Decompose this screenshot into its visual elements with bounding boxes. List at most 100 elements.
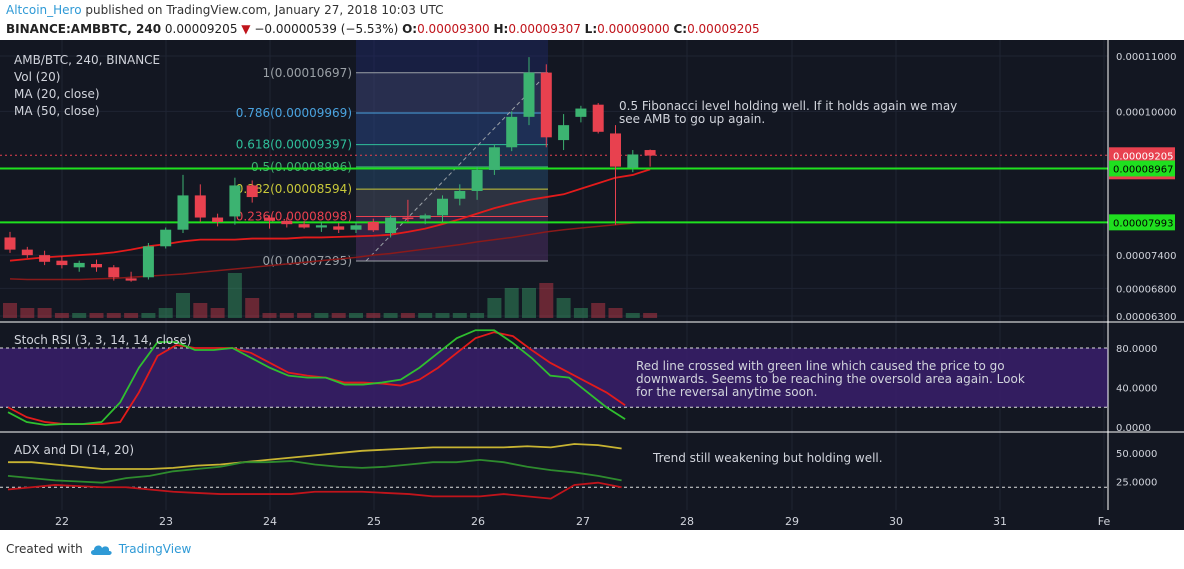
candle-body: [350, 225, 362, 230]
candle-body: [333, 226, 345, 230]
di-minus-line: [7, 481, 622, 500]
candle-body: [160, 229, 172, 247]
fib-level-label: 1(0.00010697): [262, 66, 352, 80]
legend-symbol: AMB/BTC, 240, BINANCE: [14, 53, 160, 67]
close-label: C:: [673, 22, 688, 36]
volume-bar: [470, 313, 485, 318]
fib-level-label: 0(0.00007295): [262, 254, 352, 268]
fib-level-label: 0.786(0.00009969): [236, 106, 352, 120]
fib-level-label: 0.618(0.00009397): [236, 138, 352, 152]
volume-bar: [210, 308, 225, 318]
author-link[interactable]: Altcoin_Hero: [6, 3, 82, 17]
time-tick-label: 30: [889, 515, 903, 528]
volume-bar: [3, 303, 17, 318]
open-value: 0.00009300: [417, 22, 490, 36]
chart-canvas[interactable]: 1(0.00010697) 0.786(0.00009969) 0.618(0.00…: [0, 40, 1184, 530]
candle-body: [558, 125, 570, 141]
price-tick-label: 0.00011000: [1116, 52, 1176, 63]
candle-body: [644, 150, 656, 156]
candle-body: [454, 190, 466, 199]
axes: 22 23 24 25 26 27 28 29 30 31 Fe 0.00011000 0.000100…: [0, 40, 1184, 528]
ma20-line: [9, 168, 651, 262]
volume-bar: [522, 288, 536, 318]
time-tick-label: 31: [993, 515, 1007, 528]
stoch-d-line: [7, 329, 626, 426]
legend-volume: Vol (20): [14, 70, 60, 84]
price-tick-label: 0.00007400: [1116, 251, 1176, 262]
price-tick-label: 0.00006300: [1116, 312, 1176, 323]
volume-bar: [89, 313, 104, 318]
candle-body: [437, 198, 448, 216]
candle-body: [488, 147, 500, 170]
volume-bar: [400, 313, 415, 318]
candle-body: [108, 267, 120, 278]
price-pane[interactable]: 1(0.00010697) 0.786(0.00009969) 0.618(0.00…: [0, 40, 1108, 318]
volume-bar: [556, 298, 571, 318]
candle-body: [125, 278, 137, 281]
volume-bar: [106, 313, 121, 318]
candle-body: [73, 262, 85, 268]
volume-bar: [539, 283, 554, 318]
volume-bar: [573, 308, 588, 318]
fib-zone: [356, 72, 548, 114]
time-tick-label: 25: [367, 515, 381, 528]
time-tick-label: 24: [263, 515, 277, 528]
fib-trend-line: [365, 72, 549, 262]
ohlc-line: BINANCE:AMBBTC, 240 0.00009205 ▼ −0.0000…: [6, 22, 760, 36]
candle-body: [264, 217, 275, 221]
volume-bar: [504, 288, 519, 318]
down-triangle-icon: ▼: [241, 22, 251, 36]
volume-bar: [452, 313, 467, 318]
candle-body: [315, 225, 327, 228]
price-tag-label: 0.00007993: [1113, 218, 1173, 229]
candle-body: [56, 260, 68, 266]
candle-body: [142, 246, 154, 278]
candle-body: [367, 221, 379, 231]
volume-bar: [383, 313, 398, 318]
volume-bar: [54, 313, 69, 318]
open-label: O:: [402, 22, 418, 36]
adx-tick-label: 25.0000: [1116, 478, 1157, 489]
time-tick-label: 28: [680, 515, 694, 528]
tradingview-cloud-icon: [90, 545, 112, 555]
volume-bar: [193, 303, 208, 318]
price-tick-label: 0.00006800: [1116, 284, 1176, 295]
fib-level-label: 0.5(0.00008996): [251, 160, 352, 174]
volume-bar: [20, 308, 35, 318]
price-tag-label: 0.00009205: [1113, 151, 1173, 162]
time-tick-label: 22: [55, 515, 69, 528]
stoch-rsi-title: Stoch RSI (3, 3, 14, 14, close): [14, 333, 192, 347]
footer: Created with TradingView: [6, 542, 191, 556]
time-tick-label: 27: [576, 515, 590, 528]
adx-title: ADX and DI (14, 20): [14, 443, 134, 457]
volume-bar: [349, 313, 363, 318]
candle-body: [402, 217, 414, 220]
tradingview-link[interactable]: TradingView: [118, 542, 192, 556]
volume-bar: [124, 313, 139, 318]
di-plus-line: [7, 459, 622, 484]
candle-body: [298, 224, 310, 228]
stoch-annotation: Red line crossed with green line which c…: [636, 359, 1025, 399]
published-text: published on TradingView.com, January 27…: [85, 3, 444, 17]
adx-pane[interactable]: Trend still weakening but holding well.: [0, 443, 1108, 500]
time-tick-label: 29: [785, 515, 799, 528]
volume-bar: [487, 298, 502, 318]
volume-bar: [245, 298, 260, 318]
price-tick-label: 0.00010000: [1116, 107, 1176, 118]
legend-ma50: MA (50, close): [14, 104, 100, 118]
candle-body: [246, 185, 258, 198]
volume-bar: [141, 313, 156, 318]
volume-bar: [591, 303, 606, 318]
price-tag: [1109, 160, 1175, 177]
candle-body: [177, 195, 189, 230]
candle-body: [419, 215, 431, 219]
volume-bar: [418, 313, 433, 318]
candle-body: [91, 264, 102, 268]
stoch-rsi-pane[interactable]: Red line crossed with green line which c…: [0, 329, 1108, 426]
candle-body: [281, 220, 293, 225]
price-tag: [1109, 214, 1175, 231]
candle-body: [506, 116, 518, 148]
fib-level-label: 0.382(0.00008594): [236, 182, 352, 196]
low-value: 0.00009000: [597, 22, 670, 36]
stoch-band: [0, 348, 1108, 408]
